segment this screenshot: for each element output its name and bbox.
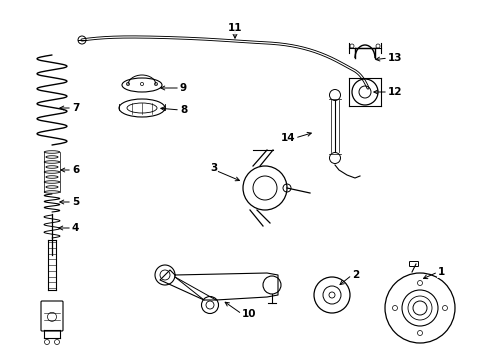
Text: 11: 11 [228,23,242,33]
Text: 9: 9 [180,83,187,93]
Text: 1: 1 [438,267,445,277]
Text: 14: 14 [280,133,295,143]
Text: 6: 6 [72,165,79,175]
Text: 8: 8 [180,105,187,115]
Text: 12: 12 [388,87,402,97]
Text: 13: 13 [388,53,402,63]
Text: 5: 5 [72,197,79,207]
Text: 3: 3 [210,163,217,173]
Text: 7: 7 [72,103,79,113]
Text: 10: 10 [242,309,256,319]
Text: 2: 2 [352,270,359,280]
Text: 4: 4 [72,223,79,233]
